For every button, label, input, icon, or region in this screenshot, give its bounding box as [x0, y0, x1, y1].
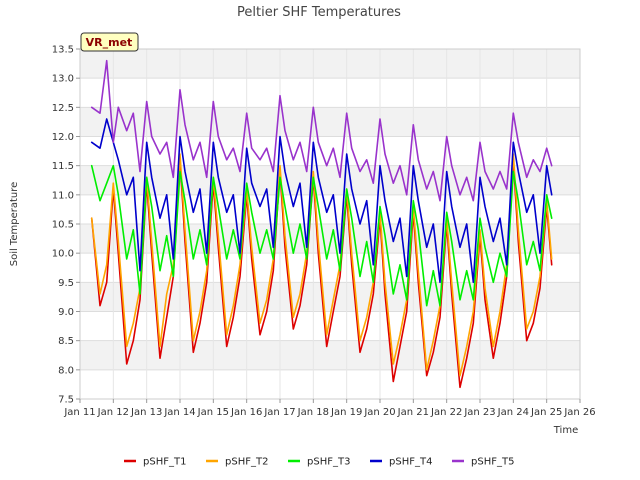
grid-bands: [80, 49, 580, 370]
y-tick-label: 12.5: [52, 103, 74, 114]
y-tick-label: 12.0: [52, 132, 74, 143]
x-tick-label: Jan 13: [130, 407, 162, 418]
y-axis-ticks: 7.5 8.0 8.5 9.0 9.5 10.0 10.5 11.0 11.5 12.0 12.5 1…: [52, 45, 80, 406]
y-axis-label: Soil Temperature: [9, 182, 20, 267]
y-tick-label: 8.5: [58, 336, 74, 347]
y-tick-label: 11.0: [52, 190, 74, 201]
series-layer: [90, 59, 553, 389]
legend-label-pSHF_T2: pSHF_T2: [225, 457, 268, 468]
y-tick-label: 9.0: [58, 307, 74, 318]
grid-band: [80, 107, 580, 137]
x-tick-label: Jan 22: [430, 407, 462, 418]
grid-band: [80, 49, 580, 79]
site-badge-text: VR_met: [86, 36, 133, 49]
x-tick-label: Jan 14: [163, 407, 195, 418]
legend-label-pSHF_T1: pSHF_T1: [143, 457, 186, 468]
x-tick-label: Jan 17: [263, 407, 295, 418]
legend: pSHF_T1 pSHF_T2 pSHF_T3 pSHF_T4 pSHF_T5: [124, 457, 514, 468]
grid-band: [80, 340, 580, 370]
legend-label-pSHF_T5: pSHF_T5: [471, 457, 514, 468]
site-badge-box: [80, 32, 139, 52]
x-tick-label: Jan 20: [363, 407, 395, 418]
y-tick-label: 8.0: [58, 365, 74, 376]
grid-band: [80, 282, 580, 312]
x-tick-label: Jan 24: [497, 407, 529, 418]
y-tick-label: 7.5: [58, 395, 74, 406]
x-tick-label: Jan 16: [230, 407, 262, 418]
x-tick-label: Jan 23: [463, 407, 495, 418]
x-tick-label: Jan 11: [63, 407, 95, 418]
y-tick-label: 11.5: [52, 161, 74, 172]
y-tick-label: 10.5: [52, 220, 74, 231]
series-line-pSHF_T5: [90, 59, 553, 202]
legend-label-pSHF_T4: pSHF_T4: [389, 457, 432, 468]
series-line-pSHF_T3: [90, 164, 553, 307]
x-axis-label: Time: [553, 425, 578, 436]
chart-title: Peltier SHF Temperatures: [237, 5, 401, 20]
y-tick-label: 9.5: [58, 278, 74, 289]
x-tick-label: Jan 21: [397, 407, 429, 418]
x-tick-label: Jan 18: [297, 407, 329, 418]
x-tick-label: Jan 15: [197, 407, 229, 418]
series-line-pSHF_T4: [90, 118, 553, 284]
y-tick-label: 13.5: [52, 45, 74, 56]
x-axis-ticks: Jan 11 Jan 12 Jan 13 Jan 14 Jan 15 Jan 16 Jan …: [63, 399, 596, 418]
y-tick-label: 13.0: [52, 74, 74, 85]
site-badge: VR_met: [80, 32, 139, 52]
legend-label-pSHF_T3: pSHF_T3: [307, 457, 350, 468]
x-tick-label: Jan 25: [530, 407, 562, 418]
y-tick-label: 10.0: [52, 249, 74, 260]
x-tick-label: Jan 19: [330, 407, 362, 418]
x-tick-label: Jan 26: [563, 407, 595, 418]
x-tick-label: Jan 12: [97, 407, 129, 418]
series-line-pSHF_T2: [90, 153, 553, 377]
